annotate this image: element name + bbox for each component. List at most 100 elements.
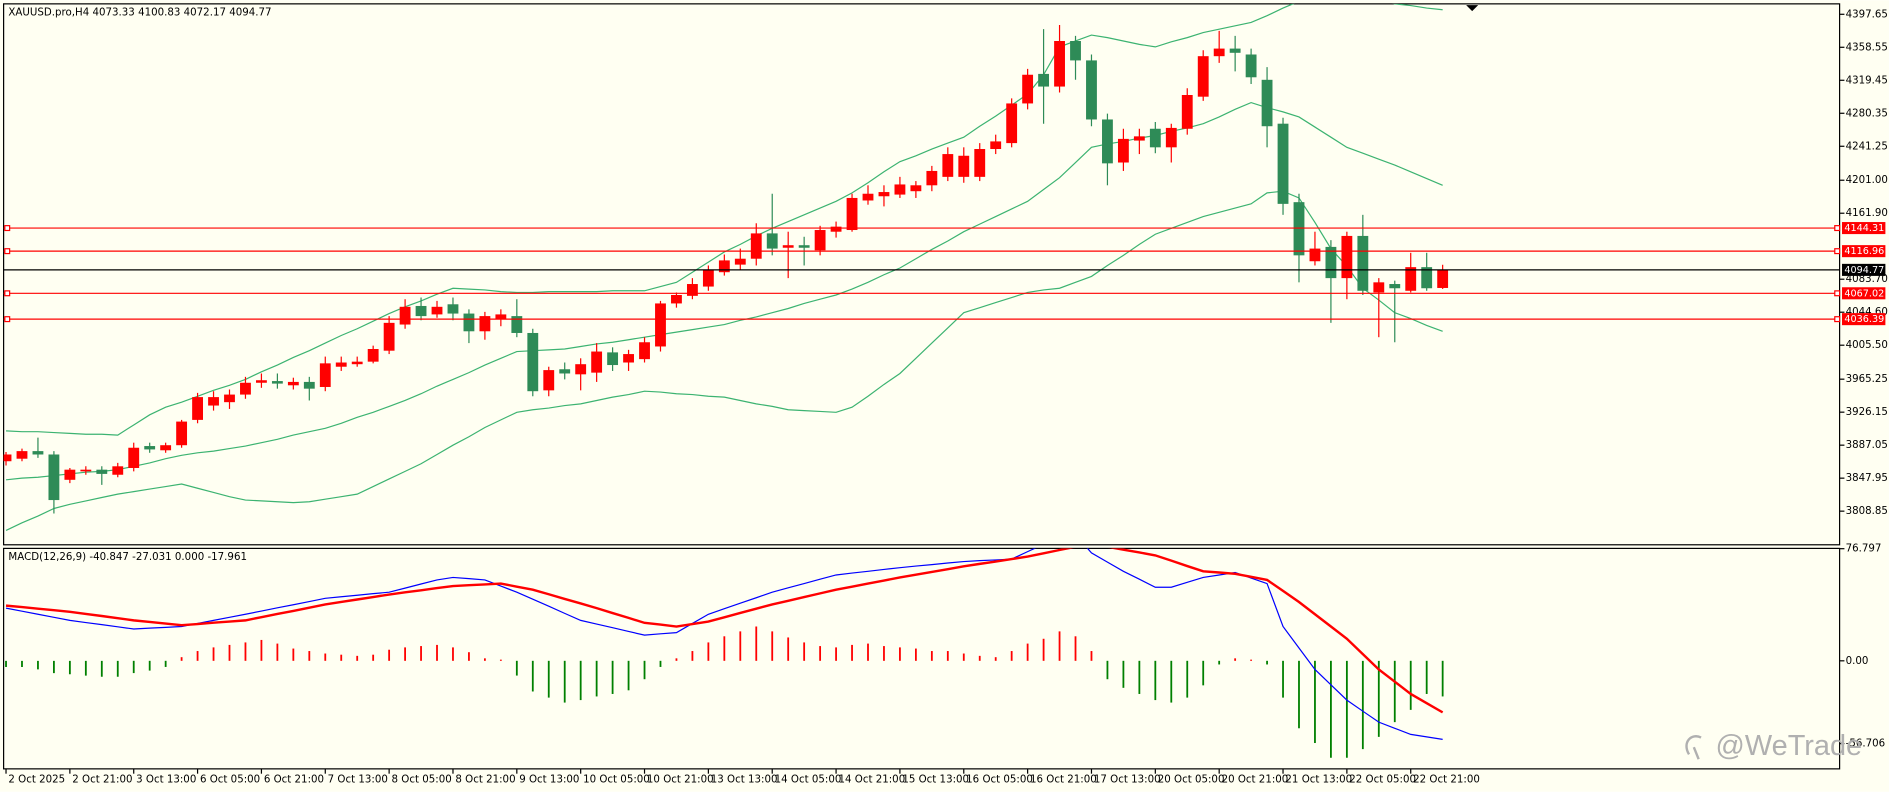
level-handle <box>1834 290 1841 297</box>
candle-body <box>910 185 922 192</box>
candle-body <box>798 245 810 248</box>
candle-body <box>830 226 842 232</box>
candle-body <box>958 155 970 177</box>
x-tick-label: 2 Oct 2025 <box>8 774 65 786</box>
price-tag <box>1842 222 1886 235</box>
x-tick-label: 7 Oct 13:00 <box>328 774 388 786</box>
macd-panel <box>3 547 1841 770</box>
x-tick-label: 6 Oct 21:00 <box>264 774 324 786</box>
candle-body <box>415 305 427 317</box>
y-tick-label: -56.706 <box>1846 738 1886 750</box>
level-handle <box>4 248 11 255</box>
y-tick-label: 3926.15 <box>1846 406 1888 418</box>
candle-body <box>990 141 1002 150</box>
indicator-line <box>5 548 1444 714</box>
candle-body <box>942 154 954 177</box>
candle-body <box>766 233 778 249</box>
candle-body <box>1261 79 1273 127</box>
x-tick-label: 8 Oct 05:00 <box>392 774 452 786</box>
watermark: @WeTrade <box>1716 730 1863 762</box>
candle-body <box>527 332 539 392</box>
candle-body <box>718 260 730 273</box>
candle-body <box>974 149 986 177</box>
candle-body <box>447 304 459 314</box>
candle-body <box>1421 267 1433 289</box>
candle-body <box>543 370 555 391</box>
y-tick-label: 4083.70 <box>1846 273 1888 285</box>
candle-body <box>782 245 794 248</box>
main-panel <box>3 3 1841 546</box>
candle-body <box>80 469 92 472</box>
chart-title: XAUUSD.pro,H4 4073.33 4100.83 4072.17 40… <box>8 6 271 18</box>
level-handle <box>4 290 11 297</box>
x-tick-label: 15 Oct 13:00 <box>902 774 969 786</box>
candle-body <box>926 170 938 186</box>
indicator-line <box>5 101 1443 481</box>
x-tick-label: 10 Oct 21:00 <box>647 774 714 786</box>
axes: 4397.65 4358.55 4319.45 4280.35 4241.25 4201.… <box>4 8 1888 786</box>
candle-body <box>303 381 315 389</box>
x-tick-label: 10 Oct 05:00 <box>583 774 650 786</box>
macd-title: MACD(12,26,9) -40.847 -27.031 0.000 -17.… <box>8 551 247 563</box>
candle-body <box>702 269 714 287</box>
main-plot <box>3 3 1840 531</box>
x-tick-label: 22 Oct 21:00 <box>1413 774 1480 786</box>
candle-body <box>128 447 140 468</box>
candle-body <box>511 316 523 333</box>
candle-body <box>287 381 299 386</box>
candle-body <box>878 192 890 197</box>
level-handle <box>1834 225 1841 232</box>
candle-body <box>559 369 571 374</box>
candle-body <box>96 469 108 474</box>
candle-body <box>1293 202 1305 256</box>
candle-body <box>1373 282 1385 293</box>
candle-body <box>319 363 331 387</box>
candle-body <box>1405 267 1417 291</box>
candle-body <box>591 351 603 373</box>
candle-body <box>639 342 650 360</box>
candle-body <box>894 184 906 195</box>
candle-body <box>1117 138 1129 163</box>
x-tick-label: 16 Oct 21:00 <box>1030 774 1097 786</box>
candle-body <box>240 382 251 395</box>
y-tick-label: 3808.85 <box>1846 505 1888 517</box>
candle-body <box>48 454 60 501</box>
candle-body <box>1102 119 1113 164</box>
x-tick-label: 22 Oct 05:00 <box>1349 774 1416 786</box>
candle-body <box>1022 74 1034 104</box>
y-tick-label: 4005.50 <box>1846 339 1888 351</box>
candle-body <box>734 258 746 265</box>
x-tick-label: 16 Oct 05:00 <box>966 774 1033 786</box>
y-tick-label: 4397.65 <box>1846 8 1888 20</box>
price-tag-label: 4116.96 <box>1844 246 1884 257</box>
candle-body <box>623 354 634 363</box>
candle-body <box>1181 95 1193 129</box>
candle-body <box>607 352 619 366</box>
candle-body <box>208 397 219 406</box>
candle-body <box>192 397 203 420</box>
candle-body <box>256 380 267 383</box>
price-tag <box>1842 245 1886 258</box>
y-tick-label: 3965.25 <box>1846 373 1888 385</box>
candle-body <box>3 454 12 462</box>
x-tick-label: 2 Oct 21:00 <box>72 774 132 786</box>
candle-body <box>1086 60 1097 120</box>
x-tick-label: 3 Oct 13:00 <box>136 774 196 786</box>
candle-body <box>1213 48 1225 57</box>
candle-body <box>160 445 172 451</box>
candle-body <box>1133 136 1145 141</box>
x-tick-label: 13 Oct 13:00 <box>711 774 778 786</box>
x-tick-label: 14 Oct 21:00 <box>838 774 905 786</box>
candle-body <box>671 294 682 304</box>
candle-body <box>1341 235 1353 279</box>
candle-body <box>367 349 379 362</box>
candle-body <box>750 233 762 259</box>
candle-body <box>1357 235 1369 291</box>
price-tag-label: 4094.77 <box>1844 265 1884 276</box>
candle-body <box>495 314 507 320</box>
y-tick-label: 4280.35 <box>1846 107 1888 119</box>
x-tick-label: 21 Oct 13:00 <box>1285 774 1352 786</box>
candle-body <box>383 322 395 351</box>
candle-body <box>431 306 443 315</box>
